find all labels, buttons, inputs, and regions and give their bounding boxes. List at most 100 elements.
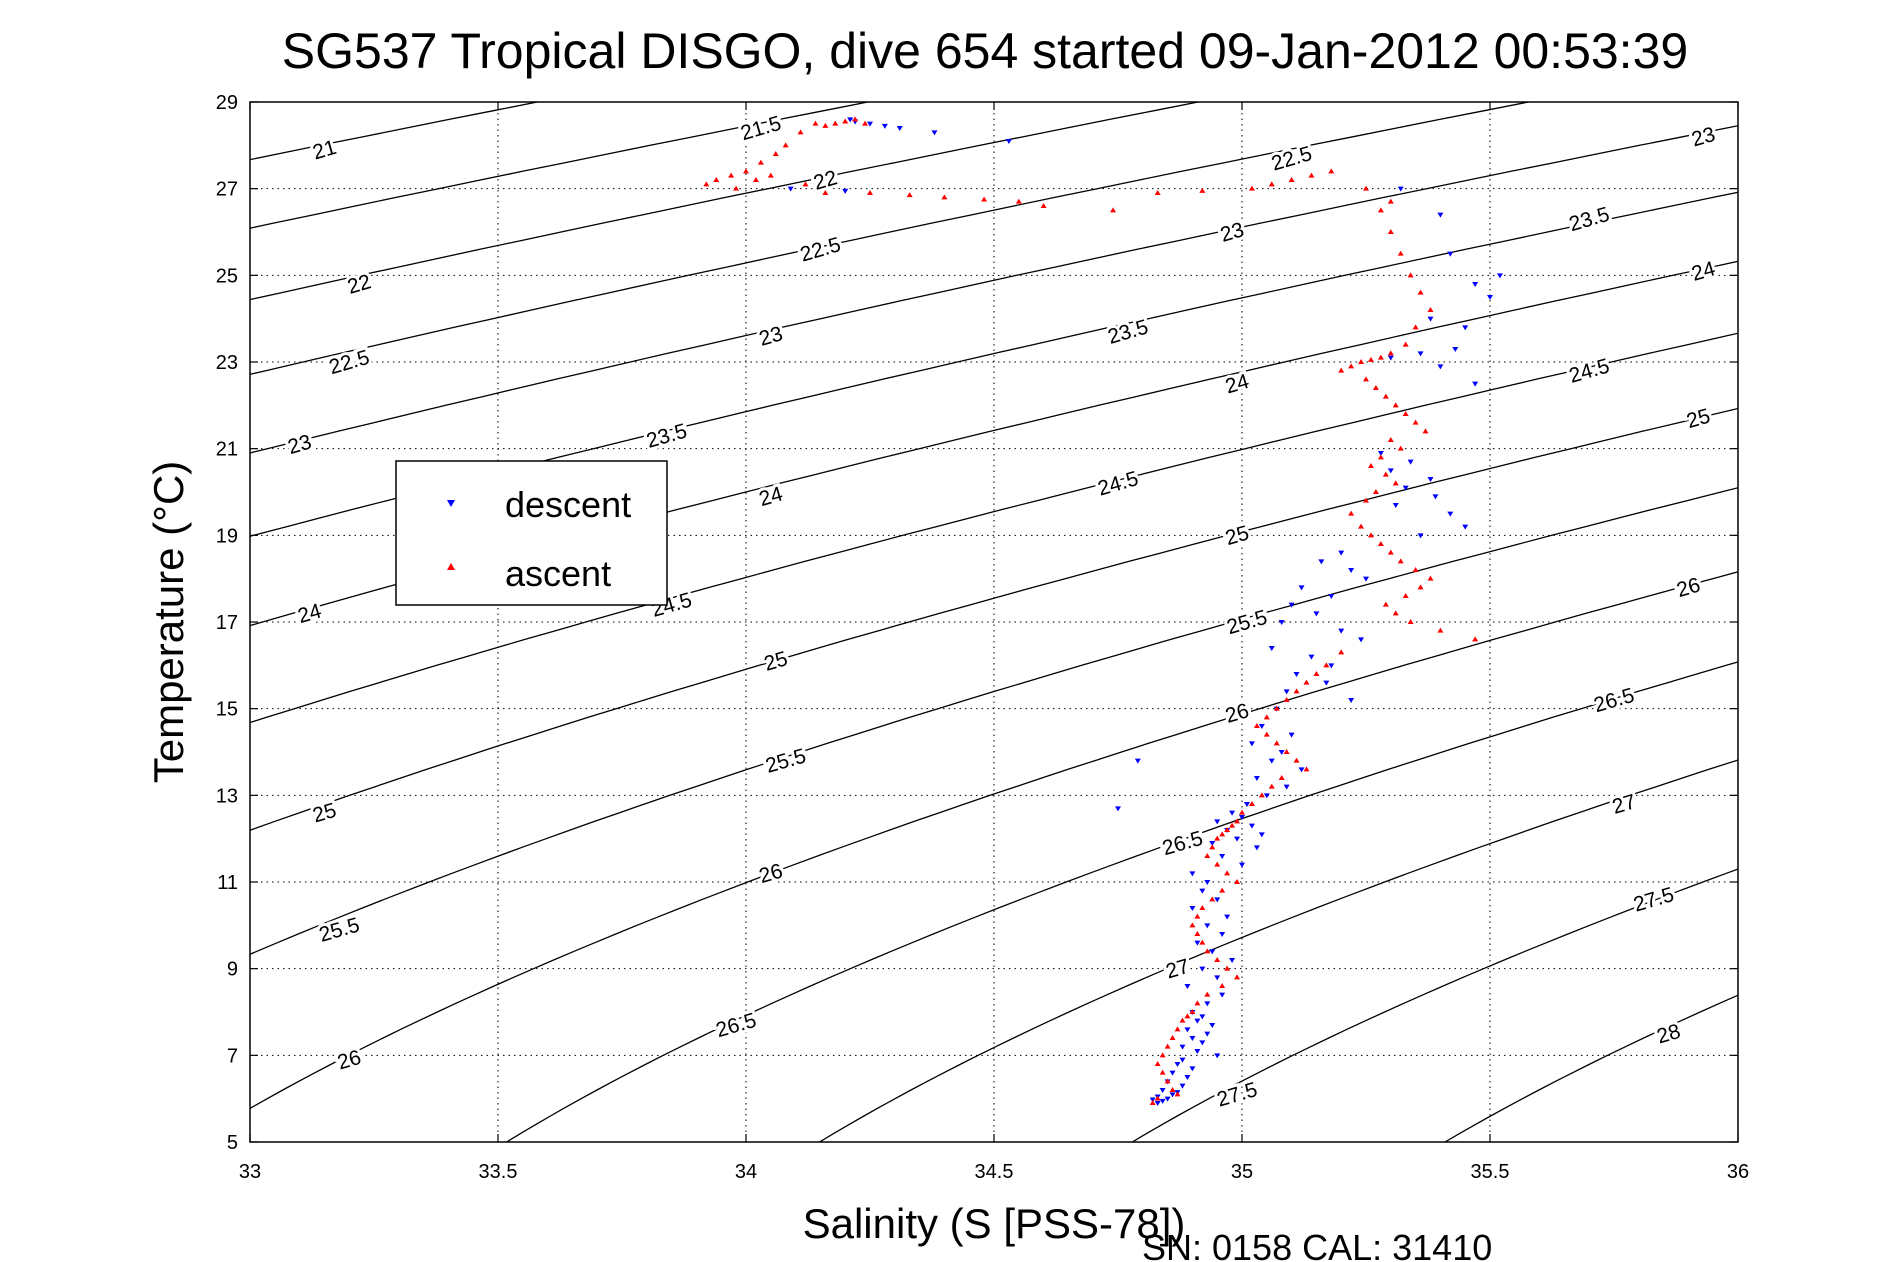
ascent-point (1328, 168, 1335, 174)
ascent-point (1358, 523, 1365, 529)
ascent-point (1164, 1043, 1171, 1049)
ascent-point (1338, 367, 1345, 373)
ascent-point (1387, 437, 1394, 442)
y-tick-label: 21 (216, 439, 238, 461)
isopycnal-line (818, 759, 1738, 1142)
ascent-point (1412, 567, 1419, 572)
ascent-point (1283, 749, 1290, 754)
descent-point (1159, 1088, 1166, 1093)
descent-point (847, 117, 854, 123)
ascent-point (832, 120, 839, 126)
descent-point (1387, 468, 1394, 474)
ascent-point (1229, 822, 1236, 828)
descent-point (1328, 594, 1335, 599)
isopycnal-line (250, 191, 1738, 537)
descent-point (1184, 1027, 1191, 1033)
ascent-point (1422, 428, 1429, 434)
descent-point (1164, 1096, 1171, 1102)
ascent-point (1437, 627, 1444, 633)
x-tick-label: 34.5 (975, 1161, 1014, 1183)
descent-point (1407, 459, 1414, 465)
descent-point (1278, 750, 1285, 755)
ascent-point (1015, 198, 1022, 204)
descent-point (1447, 511, 1454, 517)
ascent-point (1363, 185, 1369, 191)
y-tick-label: 25 (216, 265, 238, 287)
ascent-point (1288, 177, 1295, 182)
descent-point (1496, 273, 1503, 279)
descent-point (1179, 1044, 1186, 1050)
ascent-point (1234, 974, 1241, 980)
isopycnal-line (250, 102, 1202, 301)
ascent-point (1377, 207, 1384, 213)
ascent-point (1372, 385, 1379, 390)
ascent-point (1313, 671, 1320, 676)
ascent-point (797, 129, 804, 135)
y-tick-label: 11 (217, 872, 238, 894)
descent-point (1224, 914, 1231, 920)
ascent-point (1169, 1087, 1176, 1092)
ascent-point (1219, 831, 1226, 837)
descent-point (1288, 602, 1295, 608)
descent-point (1427, 316, 1434, 322)
descent-point (1447, 251, 1454, 257)
ascent-point (1248, 185, 1255, 191)
descent-point (1199, 888, 1206, 894)
descent-point (1323, 680, 1330, 686)
ascent-point (1392, 402, 1399, 408)
ascent-point (1323, 662, 1330, 668)
ascent-point (1159, 1052, 1166, 1058)
descent-point (1204, 923, 1211, 929)
ascent-point (1303, 766, 1310, 772)
ascent-point (1293, 688, 1300, 694)
ascent-point (822, 190, 829, 195)
descent-point (1318, 559, 1325, 565)
ascent-point (1154, 190, 1161, 195)
ascent-point (1377, 354, 1384, 360)
descent-point (1392, 503, 1399, 508)
descent-point (1184, 1075, 1191, 1080)
legend-ascent-label: ascent (505, 553, 611, 594)
descent-point (1462, 325, 1469, 331)
data-points (703, 116, 1503, 1106)
ascent-point (1397, 250, 1404, 256)
ascent-point (1199, 187, 1206, 193)
descent-point (1437, 364, 1444, 370)
x-tick-label: 36 (1727, 1161, 1749, 1183)
ascent-point (1219, 983, 1226, 988)
descent-point (1348, 698, 1355, 703)
density-contours (250, 102, 1738, 1142)
descent-point (1005, 139, 1012, 144)
descent-point (1268, 646, 1275, 651)
descent-point (1263, 793, 1270, 799)
descent-point (1174, 1062, 1181, 1067)
ascent-point (1199, 905, 1206, 910)
ascent-point (1278, 775, 1285, 780)
descent-point (881, 123, 888, 129)
descent-point (867, 121, 873, 127)
x-tick-label: 35.5 (1471, 1161, 1510, 1183)
ascent-point (1204, 948, 1211, 954)
descent-point (1189, 1066, 1196, 1072)
y-tick-label: 13 (216, 785, 238, 807)
chart-title: SG537 Tropical DISGO, dive 654 started 0… (282, 23, 1688, 79)
descent-point (1402, 485, 1409, 491)
ascent-point (1402, 341, 1409, 347)
y-tick-label: 19 (216, 525, 238, 547)
descent-point (1179, 1057, 1186, 1063)
ascent-point (1194, 913, 1201, 919)
ascent-point (981, 196, 988, 202)
isopycnal-line (250, 487, 1738, 955)
ascent-point (1273, 740, 1280, 746)
ascent-point (1382, 601, 1389, 607)
ascent-point (1209, 896, 1216, 902)
descent-point (1189, 906, 1196, 911)
ascent-point (1239, 809, 1245, 815)
descent-point (1253, 776, 1260, 781)
ascent-point (1273, 705, 1280, 711)
descent-point (1219, 854, 1226, 859)
descent-point (1209, 1023, 1216, 1028)
descent-point (1204, 880, 1211, 885)
descent-point (1239, 862, 1245, 868)
descent-point (787, 186, 794, 192)
